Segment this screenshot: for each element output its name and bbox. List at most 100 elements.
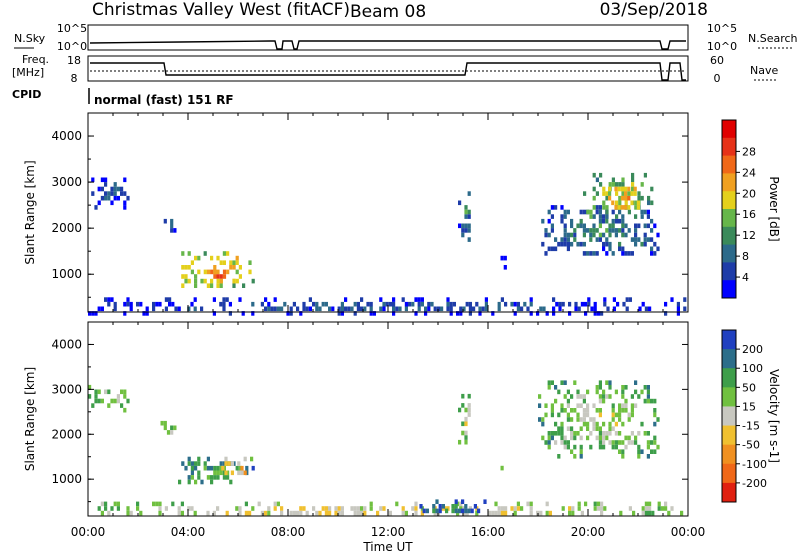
data-cell — [194, 461, 198, 466]
data-cell — [627, 186, 631, 192]
data-cell — [465, 301, 469, 307]
data-cell — [637, 394, 641, 399]
x-tick-label: 04:00 — [171, 525, 206, 539]
data-cell — [646, 223, 650, 229]
data-cell — [595, 251, 599, 256]
data-cell — [308, 306, 312, 312]
data-cell — [88, 311, 92, 316]
data-cell — [475, 301, 479, 307]
data-cell — [599, 182, 603, 187]
data-cell — [203, 465, 207, 471]
colorbar-swatch — [722, 330, 736, 350]
data-cell — [497, 506, 501, 511]
data-cell — [653, 440, 657, 445]
data-cell — [224, 456, 228, 462]
data-cell — [120, 186, 124, 192]
data-cell — [222, 301, 226, 307]
data-cell — [299, 506, 303, 511]
data-cell — [598, 214, 602, 219]
panel-frame — [87, 321, 689, 517]
data-cell — [568, 510, 572, 516]
data-cell — [414, 311, 418, 316]
data-cell — [200, 306, 204, 312]
data-cell — [602, 191, 606, 196]
data-cell — [152, 301, 156, 307]
data-cell — [630, 251, 634, 256]
data-cell — [640, 449, 644, 454]
data-cell — [523, 301, 527, 307]
data-cell — [273, 297, 277, 302]
data-cell — [222, 297, 226, 302]
data-cell — [459, 311, 463, 316]
data-cell — [123, 407, 127, 413]
data-cell — [360, 297, 364, 302]
data-cell — [653, 398, 657, 404]
data-cell — [123, 205, 127, 210]
data-cell — [598, 223, 602, 229]
data-cell — [582, 209, 586, 215]
data-cell — [640, 214, 644, 219]
data-cell — [592, 214, 596, 219]
data-cell — [194, 274, 198, 279]
data-cell — [123, 177, 127, 183]
data-cell — [299, 510, 303, 516]
data-cell — [200, 278, 204, 284]
data-cell — [289, 311, 293, 316]
data-cell — [598, 218, 602, 224]
data-cell — [244, 501, 248, 507]
data-cell — [126, 301, 130, 307]
data-cell — [602, 232, 606, 238]
data-cell — [644, 510, 648, 516]
data-cell — [554, 246, 558, 252]
data-cell — [331, 306, 335, 312]
data-cell — [628, 506, 632, 511]
data-cell — [187, 278, 191, 284]
data-cell — [547, 218, 551, 224]
data-cell — [595, 237, 599, 242]
data-cell — [595, 228, 599, 233]
data-cell — [683, 306, 687, 312]
data-cell — [627, 412, 631, 418]
data-cell — [646, 398, 650, 404]
data-cell — [611, 440, 615, 445]
data-cell — [107, 510, 111, 516]
data-cell — [432, 504, 436, 509]
data-cell — [369, 311, 373, 316]
data-cell — [640, 421, 644, 427]
data-cell — [570, 426, 574, 431]
data-cell — [637, 223, 641, 229]
data-cell — [592, 232, 596, 238]
data-cell — [586, 228, 590, 233]
data-cell — [230, 470, 234, 476]
data-cell — [392, 297, 396, 302]
y-tick-label: 3000 — [51, 175, 82, 189]
x-tick-label: 20:00 — [571, 525, 606, 539]
data-cell — [222, 306, 226, 312]
data-cell — [467, 228, 471, 233]
data-cell — [641, 506, 645, 511]
data-cell — [570, 394, 574, 399]
data-cell — [544, 251, 548, 256]
nsearch-scale-bottom: 10^0 — [707, 40, 737, 53]
data-cell — [513, 311, 517, 316]
data-cell — [379, 306, 383, 312]
data-cell — [100, 398, 104, 404]
data-cell — [164, 297, 168, 302]
data-cell — [206, 475, 210, 480]
data-cell — [224, 470, 228, 476]
data-cell — [611, 218, 615, 224]
data-cell — [136, 501, 140, 507]
data-cell — [180, 510, 184, 516]
data-cell — [404, 306, 408, 312]
data-cell — [360, 510, 364, 516]
data-cell — [401, 510, 405, 516]
data-cell — [227, 461, 231, 466]
data-cell — [630, 237, 634, 242]
data-cell — [634, 237, 638, 242]
data-cell — [155, 501, 159, 507]
data-cell — [123, 389, 127, 395]
data-cell — [200, 479, 204, 485]
data-cell — [461, 421, 465, 427]
data-cell — [260, 510, 264, 516]
data-cell — [618, 182, 622, 187]
